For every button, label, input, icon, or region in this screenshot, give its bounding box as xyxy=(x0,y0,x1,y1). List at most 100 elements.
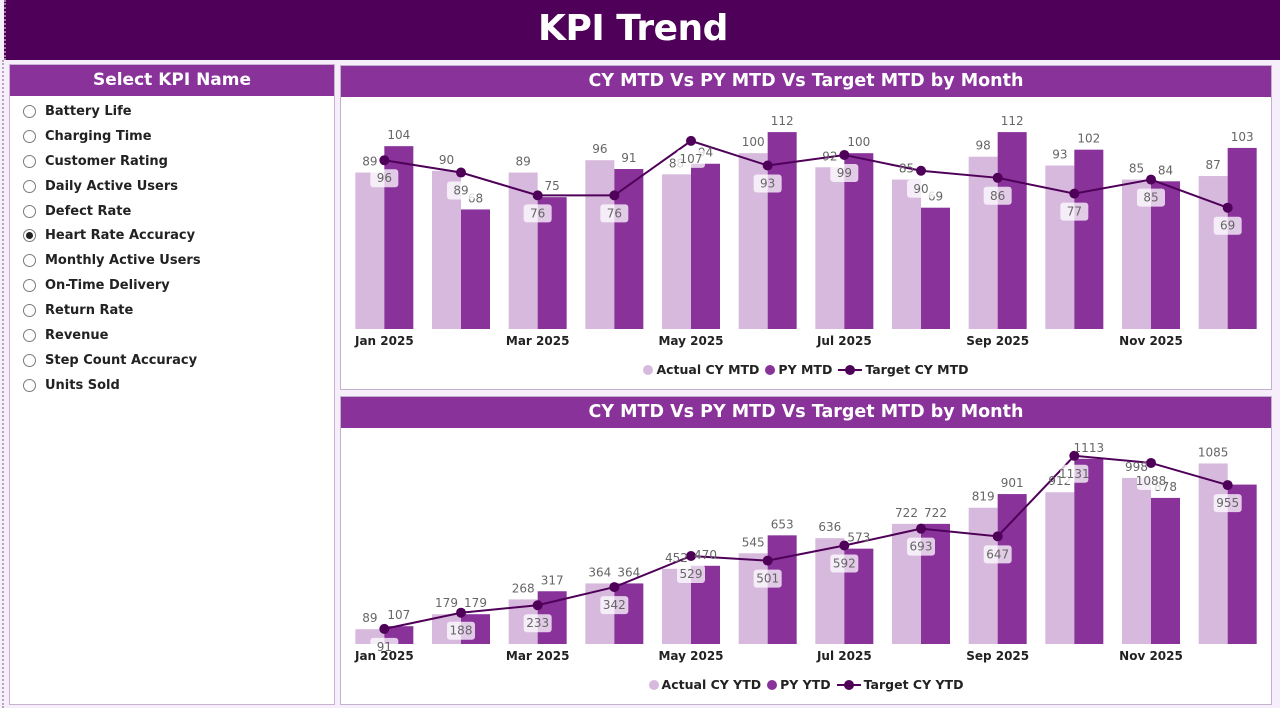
target-point[interactable] xyxy=(916,165,926,176)
target-point[interactable] xyxy=(916,523,926,534)
slicer-item[interactable]: Units Sold xyxy=(10,373,334,398)
legend-py-dot-icon xyxy=(765,364,776,375)
radio-unchecked-icon[interactable] xyxy=(23,353,36,367)
x-tick-label: Nov 2025 xyxy=(1119,334,1183,348)
target-point[interactable] xyxy=(1222,202,1233,213)
target-point[interactable] xyxy=(1146,174,1156,185)
target-point[interactable] xyxy=(1146,457,1156,468)
label-actual: 92 xyxy=(822,149,837,163)
bar-py[interactable] xyxy=(1074,458,1104,644)
legend-py-label: PY MTD xyxy=(778,362,833,377)
bar-actual[interactable] xyxy=(508,172,538,329)
slicer-item[interactable]: Battery Life xyxy=(10,99,334,124)
label-py: 179 xyxy=(464,596,487,610)
target-point[interactable] xyxy=(532,600,543,611)
legend-py[interactable]: PY YTD xyxy=(767,677,831,692)
target-point[interactable] xyxy=(456,607,466,618)
slicer-item[interactable]: Step Count Accuracy xyxy=(10,348,334,373)
label-target-box xyxy=(447,621,475,640)
radio-unchecked-icon[interactable] xyxy=(23,304,36,318)
target-point[interactable] xyxy=(762,555,773,566)
bar-py[interactable] xyxy=(844,153,874,329)
slicer-item[interactable]: Defect Rate xyxy=(10,199,334,224)
bar-py[interactable] xyxy=(997,132,1027,329)
bar-actual[interactable] xyxy=(968,507,998,644)
radio-unchecked-icon[interactable] xyxy=(23,179,36,193)
ytd-chart-title: CY MTD Vs PY MTD Vs Target MTD by Month xyxy=(341,397,1271,428)
legend-target[interactable]: Target CY YTD xyxy=(836,677,963,692)
radio-unchecked-icon[interactable] xyxy=(23,129,36,143)
bar-actual[interactable] xyxy=(815,538,845,644)
target-point[interactable] xyxy=(1069,450,1080,461)
slicer-item[interactable]: Customer Rating xyxy=(10,149,334,174)
bar-py[interactable] xyxy=(1151,497,1180,644)
legend-target[interactable]: Target CY MTD xyxy=(838,362,969,377)
radio-unchecked-icon[interactable] xyxy=(23,279,36,293)
label-target-box xyxy=(753,569,782,588)
bar-actual[interactable] xyxy=(355,172,385,329)
target-point[interactable] xyxy=(532,190,543,201)
target-point[interactable] xyxy=(379,623,390,634)
slicer-item[interactable]: Revenue xyxy=(10,323,334,348)
target-point[interactable] xyxy=(379,155,390,166)
x-tick-label: Jan 2025 xyxy=(354,649,414,663)
target-point[interactable] xyxy=(1222,480,1233,491)
target-point[interactable] xyxy=(456,167,466,178)
target-point[interactable] xyxy=(992,172,1003,183)
target-point[interactable] xyxy=(686,135,696,146)
target-point[interactable] xyxy=(609,582,620,593)
radio-unchecked-icon[interactable] xyxy=(23,378,36,392)
label-target: 90 xyxy=(913,182,928,196)
label-actual: 96 xyxy=(592,142,607,156)
bar-actual[interactable] xyxy=(1122,477,1151,644)
radio-unchecked-icon[interactable] xyxy=(23,154,36,168)
slicer-item[interactable]: Charging Time xyxy=(10,124,334,149)
radio-unchecked-icon[interactable] xyxy=(23,328,36,342)
target-point[interactable] xyxy=(839,149,850,160)
legend-actual[interactable]: Actual CY MTD xyxy=(643,362,759,377)
legend-actual[interactable]: Actual CY YTD xyxy=(648,677,761,692)
bar-py[interactable] xyxy=(767,535,797,644)
bar-py[interactable] xyxy=(921,207,950,329)
label-actual: 545 xyxy=(742,535,765,549)
label-actual: 93 xyxy=(1052,148,1067,162)
bar-actual[interactable] xyxy=(815,167,845,329)
bar-actual[interactable] xyxy=(585,160,615,329)
target-point[interactable] xyxy=(609,190,620,201)
bar-py[interactable] xyxy=(1074,149,1104,329)
bar-actual[interactable] xyxy=(662,174,691,329)
bar-py[interactable] xyxy=(691,163,720,329)
bar-py[interactable] xyxy=(997,494,1027,644)
legend-target-line-icon xyxy=(838,364,863,375)
x-tick-label: Jul 2025 xyxy=(816,649,872,663)
label-target: 86 xyxy=(990,189,1005,203)
target-point[interactable] xyxy=(1069,188,1080,199)
mtd-chart: 8910496906889897576969176889410710011293… xyxy=(354,114,1257,348)
bar-actual[interactable] xyxy=(968,156,998,329)
bar-py[interactable] xyxy=(1227,147,1257,329)
target-point[interactable] xyxy=(839,540,850,551)
radio-checked-icon[interactable] xyxy=(23,229,36,243)
slicer-item[interactable]: On-Time Delivery xyxy=(10,273,334,298)
slicer-item[interactable]: Heart Rate Accuracy xyxy=(10,223,334,248)
radio-unchecked-icon[interactable] xyxy=(23,204,36,218)
bar-actual[interactable] xyxy=(1198,463,1228,644)
target-point[interactable] xyxy=(992,531,1003,542)
target-point[interactable] xyxy=(762,160,773,171)
mtd-chart-panel: CY MTD Vs PY MTD Vs Target MTD by Month … xyxy=(340,65,1272,390)
radio-unchecked-icon[interactable] xyxy=(23,104,36,118)
bar-actual[interactable] xyxy=(738,553,768,644)
slicer-item[interactable]: Monthly Active Users xyxy=(10,248,334,273)
slicer-item[interactable]: Return Rate xyxy=(10,298,334,323)
bar-py[interactable] xyxy=(461,209,490,329)
legend-py[interactable]: PY MTD xyxy=(765,362,832,377)
bar-actual[interactable] xyxy=(892,179,921,329)
radio-unchecked-icon[interactable] xyxy=(23,254,36,268)
target-point[interactable] xyxy=(686,550,696,561)
label-target-box xyxy=(370,637,399,656)
label-target-box xyxy=(1213,216,1242,235)
slicer-item[interactable]: Daily Active Users xyxy=(10,174,334,199)
bar-actual[interactable] xyxy=(1045,492,1075,644)
label-target-box xyxy=(677,564,705,583)
label-target: 342 xyxy=(603,598,626,612)
